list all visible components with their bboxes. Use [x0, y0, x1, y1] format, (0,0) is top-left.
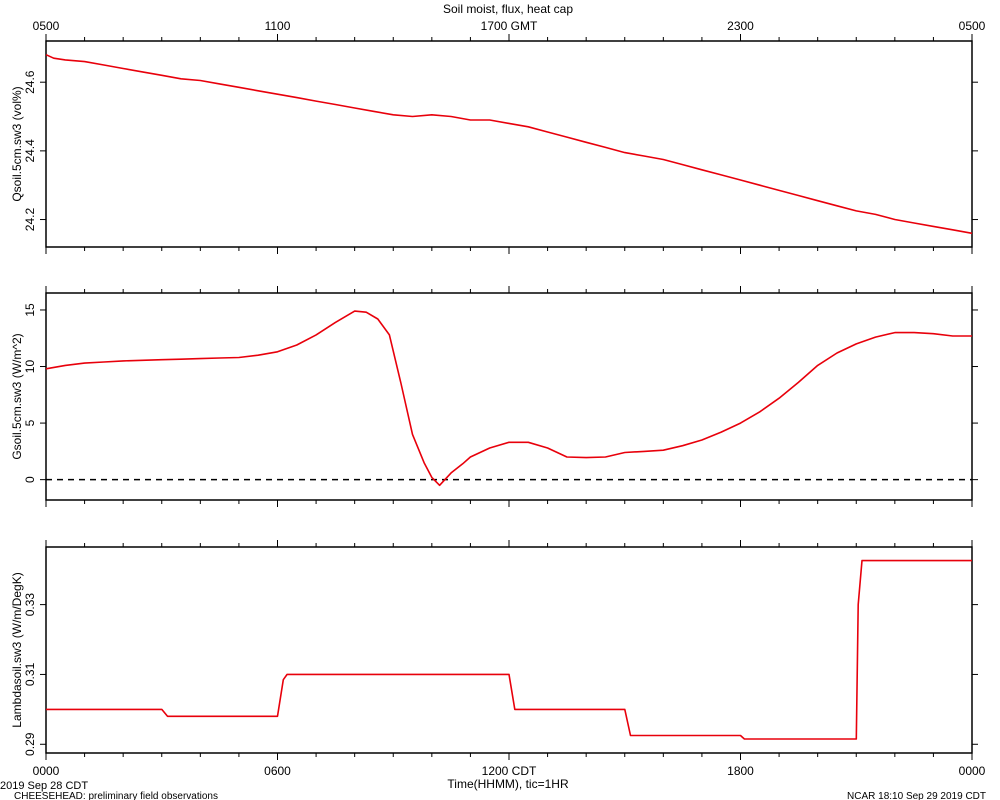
- top-tick-label: 1100: [265, 19, 291, 33]
- y-tick-label: 24.4: [23, 139, 37, 163]
- bottom-tick-label: 0600: [264, 764, 291, 778]
- plot-frame-1: [45, 40, 973, 248]
- y-tick-label: 10: [23, 360, 37, 374]
- date-label: 2019 Sep 28 CDT: [0, 780, 88, 792]
- y-axis-label: Qsoil.5cm.sw3 (vol%): [10, 86, 24, 201]
- bottom-tick-label: 1200 CDT: [482, 764, 537, 778]
- plot-frame-3: [45, 546, 973, 754]
- plot-frame-2: [45, 292, 973, 501]
- y-axis-label: Gsoil.5cm.sw3 (W/m^2): [10, 333, 24, 459]
- top-tick-label: 2300: [727, 19, 754, 33]
- bottom-tick-label: 0000: [33, 764, 60, 778]
- bottom-tick-label: 0000: [959, 764, 986, 778]
- bottom-tick-label: 1800: [727, 764, 754, 778]
- series-line-2: [45, 310, 972, 487]
- y-axis-label: Lambdasoil.sw3 (W/m/DegK): [10, 572, 24, 727]
- y-tick-label: 24.2: [23, 208, 37, 232]
- y-tick-label: 5: [23, 419, 37, 426]
- project-label: CHEESEHEAD: preliminary field observatio…: [14, 791, 218, 800]
- chart-title: Soil moist, flux, heat cap: [443, 2, 573, 16]
- y-tick-label: 0.31: [23, 662, 37, 686]
- x-axis-label: Time(HHMM), tic=1HR: [447, 777, 569, 791]
- series-line-3: [46, 559, 972, 740]
- timestamp-label: NCAR 18:10 Sep 29 2019 CDT: [847, 791, 986, 800]
- y-tick-label: 0: [23, 476, 37, 483]
- y-tick-label: 15: [23, 303, 37, 317]
- y-tick-label: 0.33: [23, 593, 37, 617]
- top-tick-label: 0500: [33, 19, 60, 33]
- y-tick-label: 24.6: [23, 70, 37, 94]
- series-line-1: [45, 53, 973, 235]
- y-tick-label: 0.29: [23, 732, 37, 756]
- top-tick-label: 1700 GMT: [481, 19, 538, 33]
- top-tick-label: 0500: [959, 19, 986, 33]
